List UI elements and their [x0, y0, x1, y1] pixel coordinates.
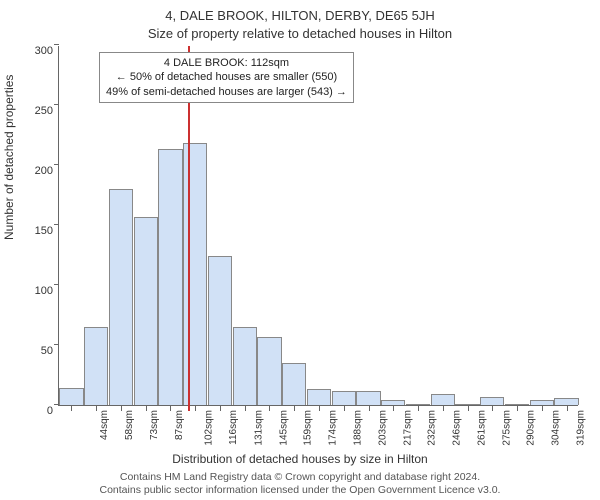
histogram-bar [233, 327, 257, 405]
x-tick-mark [121, 406, 122, 411]
x-tick-label: 87sqm [174, 410, 185, 440]
y-tick-mark [54, 284, 59, 285]
histogram-bar [134, 217, 158, 405]
x-tick-mark [269, 406, 270, 411]
histogram-bar [505, 404, 529, 405]
histogram-bar [554, 398, 578, 405]
histogram-bar [208, 256, 232, 405]
annotation-line-3: 49% of semi-detached houses are larger (… [106, 85, 347, 99]
footer-line-2: Contains public sector information licen… [100, 484, 501, 496]
y-tick-label: 300 [23, 45, 53, 57]
x-tick-mark [146, 406, 147, 411]
x-tick-mark [517, 406, 518, 411]
x-tick-mark [418, 406, 419, 411]
y-tick-label: 100 [23, 285, 53, 297]
x-tick-label: 261sqm [476, 410, 487, 446]
x-tick-label: 319sqm [575, 410, 586, 446]
histogram-bar [406, 404, 430, 405]
footer-line-1: Contains HM Land Registry data © Crown c… [120, 471, 480, 483]
x-tick-label: 131sqm [254, 410, 265, 446]
y-tick-label: 50 [23, 345, 53, 357]
histogram-bar [530, 400, 554, 405]
x-tick-mark [195, 406, 196, 411]
x-tick-mark [542, 406, 543, 411]
y-tick-mark [54, 44, 59, 45]
y-tick-label: 250 [23, 105, 53, 117]
x-tick-label: 275sqm [501, 410, 512, 446]
chart-title-sub: Size of property relative to detached ho… [0, 26, 600, 41]
y-tick-label: 150 [23, 225, 53, 237]
y-tick-mark [54, 344, 59, 345]
x-tick-mark [393, 406, 394, 411]
histogram-bar [332, 391, 356, 405]
histogram-bar [307, 389, 331, 405]
x-tick-label: 174sqm [328, 410, 339, 446]
x-tick-mark [567, 406, 568, 411]
y-tick-mark [54, 104, 59, 105]
annotation-box: 4 DALE BROOK: 112sqm← 50% of detached ho… [99, 52, 354, 103]
x-axis-label: Distribution of detached houses by size … [0, 452, 600, 466]
y-tick-mark [54, 224, 59, 225]
x-tick-mark [443, 406, 444, 411]
x-tick-mark [369, 406, 370, 411]
chart-title-main: 4, DALE BROOK, HILTON, DERBY, DE65 5JH [0, 8, 600, 23]
x-tick-label: 232sqm [427, 410, 438, 446]
x-tick-label: 159sqm [303, 410, 314, 446]
x-tick-label: 304sqm [551, 410, 562, 446]
x-tick-label: 58sqm [124, 410, 135, 440]
annotation-line-2: ← 50% of detached houses are smaller (55… [106, 70, 347, 84]
histogram-bar [282, 363, 306, 405]
x-tick-mark [71, 406, 72, 411]
y-tick-label: 200 [23, 165, 53, 177]
histogram-bar [59, 388, 83, 405]
x-tick-mark [294, 406, 295, 411]
x-tick-mark [468, 406, 469, 411]
x-tick-mark [220, 406, 221, 411]
x-tick-mark [344, 406, 345, 411]
x-tick-mark [492, 406, 493, 411]
x-tick-mark [96, 406, 97, 411]
histogram-bar [109, 189, 133, 405]
x-tick-label: 246sqm [452, 410, 463, 446]
x-tick-label: 203sqm [377, 410, 388, 446]
histogram-bar [356, 391, 380, 405]
x-tick-label: 188sqm [353, 410, 364, 446]
x-tick-label: 116sqm [228, 410, 239, 445]
x-tick-label: 73sqm [149, 410, 160, 440]
plot-area: 05010015020025030044sqm58sqm73sqm87sqm10… [58, 46, 578, 406]
x-tick-label: 102sqm [204, 410, 215, 446]
x-tick-mark [319, 406, 320, 411]
x-tick-label: 145sqm [278, 410, 289, 446]
histogram-bar [84, 327, 108, 405]
histogram-bar [158, 149, 182, 405]
x-tick-label: 290sqm [526, 410, 537, 446]
histogram-bar [480, 397, 504, 405]
footer-attribution: Contains HM Land Registry data © Crown c… [0, 471, 600, 498]
annotation-line-1: 4 DALE BROOK: 112sqm [106, 56, 347, 70]
x-tick-label: 44sqm [99, 410, 110, 440]
y-tick-label: 0 [23, 405, 53, 417]
x-tick-label: 217sqm [402, 410, 413, 446]
histogram-bar [431, 394, 455, 405]
x-tick-mark [170, 406, 171, 411]
y-axis-label: Number of detached properties [2, 75, 16, 240]
x-tick-mark [245, 406, 246, 411]
histogram-bar [455, 404, 479, 405]
histogram-bar [381, 400, 405, 405]
y-tick-mark [54, 164, 59, 165]
histogram-bar [257, 337, 281, 405]
